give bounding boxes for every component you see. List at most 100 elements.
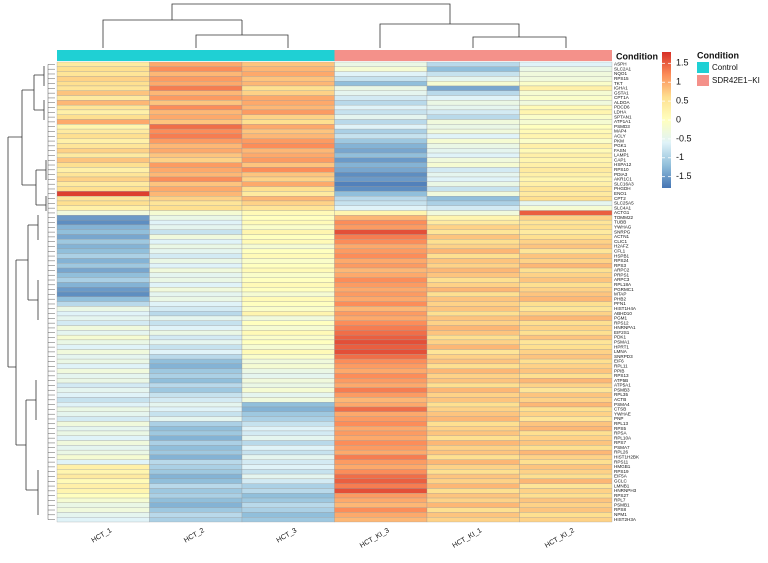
heatmap-cell bbox=[149, 459, 243, 465]
row-label: LAMP1 bbox=[614, 153, 630, 158]
annotation-cell bbox=[242, 50, 335, 61]
heatmap-cell bbox=[334, 138, 428, 144]
heatmap-cell bbox=[334, 464, 428, 470]
heatmap-cell bbox=[519, 473, 613, 480]
heatmap-cell bbox=[426, 291, 520, 297]
heatmap-cell bbox=[334, 373, 428, 379]
row-label: EIF5A bbox=[614, 474, 628, 479]
heatmap-cell bbox=[426, 200, 520, 206]
heatmap-cell bbox=[519, 445, 613, 451]
heatmap-cell bbox=[519, 392, 613, 398]
heatmap-cell bbox=[56, 61, 150, 67]
heatmap-cell bbox=[241, 138, 335, 144]
row-label: PSMA4 bbox=[614, 402, 630, 407]
heatmap-cell bbox=[241, 81, 335, 87]
heatmap-cell bbox=[56, 138, 150, 144]
heatmap-cell bbox=[334, 449, 428, 456]
heatmap-cell bbox=[149, 449, 243, 456]
heatmap-cell bbox=[56, 210, 150, 216]
heatmap-cell bbox=[426, 234, 520, 240]
heatmap-cell bbox=[334, 76, 428, 82]
heatmap-cell bbox=[426, 229, 520, 235]
heatmap-cell bbox=[149, 354, 243, 360]
heatmap-cell bbox=[241, 215, 335, 221]
heatmap-cell bbox=[519, 210, 613, 216]
heatmap-cell bbox=[241, 219, 335, 226]
heatmap-cell bbox=[241, 152, 335, 158]
heatmap-cell bbox=[426, 464, 520, 470]
heatmap-cell bbox=[149, 138, 243, 144]
heatmap-cell bbox=[426, 368, 520, 374]
heatmap-cell bbox=[426, 344, 520, 350]
heatmap-cell bbox=[519, 119, 613, 125]
heatmap-cell bbox=[426, 124, 520, 130]
heatmap-cell bbox=[56, 258, 150, 264]
heatmap-cell bbox=[241, 449, 335, 456]
colorbar-tick-label: 0.5 bbox=[676, 95, 689, 105]
heatmap-cell bbox=[241, 253, 335, 259]
colorbar bbox=[662, 52, 671, 188]
heatmap-cell bbox=[334, 114, 428, 120]
row-label: ENO1 bbox=[614, 191, 627, 196]
heatmap-cell bbox=[426, 512, 520, 518]
heatmap-cell bbox=[334, 109, 428, 115]
heatmap-cell bbox=[519, 224, 613, 230]
row-label: PRPS1 bbox=[614, 272, 630, 277]
heatmap-cell bbox=[426, 397, 520, 403]
heatmap-cell bbox=[56, 301, 150, 307]
heatmap-cell bbox=[241, 291, 335, 297]
heatmap-cell bbox=[56, 267, 150, 273]
heatmap-cell bbox=[426, 172, 520, 178]
row-label: RPS24 bbox=[614, 258, 629, 263]
row-label: NPM1 bbox=[614, 512, 627, 517]
heatmap-cell bbox=[241, 459, 335, 465]
legend-swatch bbox=[697, 62, 709, 73]
heatmap-cell bbox=[56, 416, 150, 422]
heatmap-cell bbox=[519, 373, 613, 379]
heatmap-cell bbox=[334, 272, 428, 278]
heatmap-cell bbox=[149, 128, 243, 135]
heatmap-cell bbox=[149, 478, 243, 484]
heatmap-cell bbox=[241, 392, 335, 398]
row-label: RPS13 bbox=[614, 373, 629, 378]
heatmap-cell bbox=[334, 119, 428, 125]
heatmap-cell bbox=[56, 248, 150, 254]
heatmap-cell bbox=[426, 81, 520, 87]
column-dendrogram bbox=[102, 3, 567, 48]
heatmap-cell bbox=[149, 282, 243, 288]
legend-swatch bbox=[697, 75, 709, 86]
heatmap-cell bbox=[426, 354, 520, 360]
heatmap-cell bbox=[149, 234, 243, 240]
heatmap-cell bbox=[426, 157, 520, 163]
row-label: LMNB1 bbox=[614, 483, 630, 488]
heatmap-cell bbox=[334, 205, 428, 211]
heatmap-cell bbox=[334, 421, 428, 427]
heatmap-cell bbox=[519, 267, 613, 273]
heatmap-cell bbox=[334, 354, 428, 360]
heatmap-cell bbox=[241, 224, 335, 230]
heatmap-cell bbox=[334, 349, 428, 355]
heatmap-cell bbox=[56, 124, 150, 130]
heatmap-cell bbox=[56, 152, 150, 158]
heatmap-cell bbox=[426, 85, 520, 91]
heatmap-cell bbox=[149, 334, 243, 341]
row-label: CFL1 bbox=[614, 248, 626, 253]
heatmap-cell bbox=[426, 186, 520, 192]
row-label: YWHAG bbox=[614, 225, 632, 230]
heatmap-cell bbox=[426, 128, 520, 135]
row-label: CPT1A bbox=[614, 95, 630, 100]
heatmap-cell bbox=[241, 507, 335, 513]
heatmap-cell bbox=[241, 205, 335, 211]
heatmap-cell bbox=[426, 205, 520, 211]
heatmap-cell bbox=[426, 378, 520, 384]
heatmap-cell bbox=[426, 426, 520, 432]
heatmap-cell bbox=[426, 454, 520, 460]
heatmap-cell bbox=[149, 124, 243, 130]
row-label: ASPH bbox=[614, 62, 627, 67]
heatmap-cell bbox=[334, 507, 428, 513]
heatmap-cell bbox=[334, 277, 428, 283]
heatmap-cell bbox=[149, 373, 243, 379]
heatmap-cell bbox=[519, 95, 613, 101]
heatmap-cell bbox=[519, 397, 613, 403]
